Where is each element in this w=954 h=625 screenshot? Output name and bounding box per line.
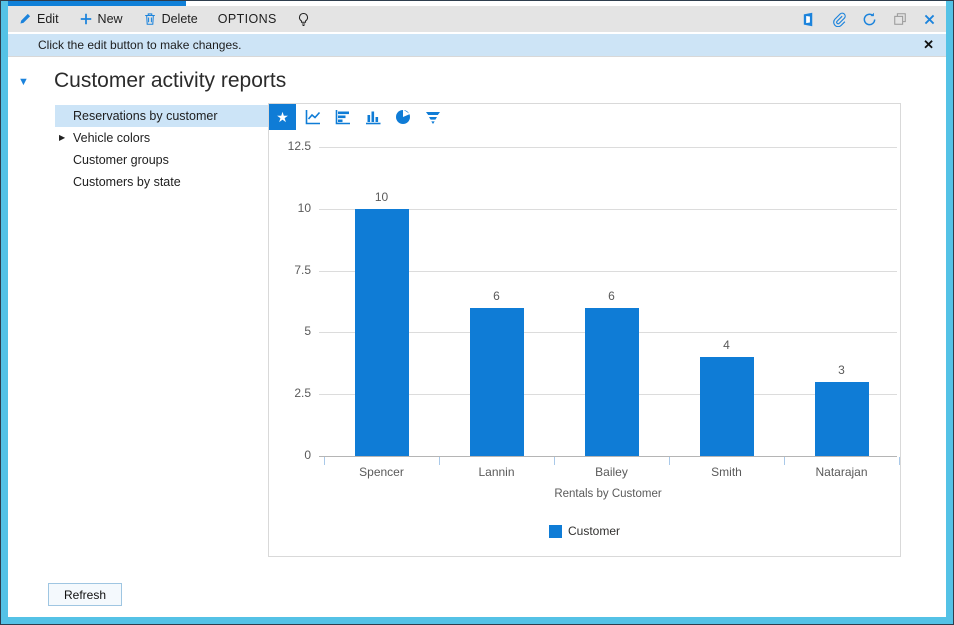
x-axis-category-label: Spencer xyxy=(359,465,404,479)
x-axis-tick xyxy=(439,457,440,465)
x-axis-tick xyxy=(554,457,555,465)
notification-bar: Click the edit button to make changes. ✕ xyxy=(8,34,946,56)
bar-bailey[interactable] xyxy=(584,307,639,456)
filter-icon: ▼ xyxy=(18,76,29,88)
y-axis-tick-label: 12.5 xyxy=(287,139,311,153)
options-button[interactable]: OPTIONS xyxy=(217,12,277,26)
x-axis-category-label: Lannin xyxy=(478,465,515,479)
delete-label: Delete xyxy=(161,12,198,26)
refresh-icon[interactable] xyxy=(862,12,877,27)
x-axis-tick xyxy=(784,457,785,465)
page-title: Customer activity reports xyxy=(54,69,287,92)
edit-button[interactable]: Edit xyxy=(18,12,59,26)
sidebar-item-customer-groups[interactable]: Customer groups xyxy=(55,149,269,171)
delete-button[interactable]: Delete xyxy=(143,12,198,26)
y-axis-tick-label: 7.5 xyxy=(294,262,311,277)
line-chart-icon[interactable] xyxy=(303,107,323,127)
bar-chart-plot: 0 2.5 5 7.5 10 12.5 10 Spencer 6 Lannin 6 Bailey 4 Sm… xyxy=(269,104,900,556)
y-axis-tick-label: 0 xyxy=(304,448,311,462)
divider xyxy=(8,56,946,57)
x-axis-tick xyxy=(324,457,325,465)
refresh-button[interactable]: Refresh xyxy=(48,583,122,606)
gridline xyxy=(319,270,897,272)
gridline xyxy=(319,147,897,148)
sidebar-item-label: Vehicle colors xyxy=(73,131,151,145)
favorite-star-icon[interactable]: ★ xyxy=(269,104,296,130)
notification-close-icon[interactable]: ✕ xyxy=(923,37,934,52)
funnel-chart-icon[interactable] xyxy=(423,107,443,127)
bar-lannin[interactable] xyxy=(469,307,524,456)
new-label: New xyxy=(97,12,123,26)
x-axis-category-label: Natarajan xyxy=(815,465,868,479)
popout-windows-icon[interactable] xyxy=(893,12,907,26)
chart-legend: Customer xyxy=(269,524,900,538)
y-axis-tick-label: 2.5 xyxy=(294,386,311,401)
x-axis-title: Rentals by Customer xyxy=(554,488,662,500)
horizontal-bar-chart-icon[interactable] xyxy=(333,107,353,127)
bar-value-label: 3 xyxy=(838,362,845,377)
progress-accent-strip xyxy=(8,1,186,6)
gridline xyxy=(319,208,897,210)
bar-value-label: 6 xyxy=(493,288,500,303)
lightbulb-icon[interactable] xyxy=(297,12,310,27)
trash-icon xyxy=(143,12,157,26)
x-axis-tick xyxy=(899,457,900,465)
edit-label: Edit xyxy=(37,12,59,26)
y-axis-tick-label: 5 xyxy=(304,324,311,339)
y-axis-tick-label: 10 xyxy=(297,200,311,215)
plus-icon xyxy=(79,12,93,26)
new-button[interactable]: New xyxy=(79,12,123,26)
bar-natarajan[interactable] xyxy=(814,381,869,456)
notification-message: Click the edit button to make changes. xyxy=(38,38,242,52)
x-axis-category-label: Bailey xyxy=(595,465,628,479)
pencil-icon xyxy=(18,12,32,26)
dynamics-logo-icon[interactable] xyxy=(801,12,816,27)
bar-value-label: 6 xyxy=(608,288,615,303)
x-axis-line xyxy=(319,456,897,457)
chart-type-toolbar: ★ xyxy=(269,104,900,130)
attachment-paperclip-icon[interactable] xyxy=(832,12,846,27)
toolbar: Edit New Delete OPTIONS xyxy=(8,6,946,32)
bar-smith[interactable] xyxy=(699,357,754,456)
x-axis-tick xyxy=(669,457,670,465)
sidebar-item-reservations-by-customer[interactable]: Reservations by customer xyxy=(55,105,269,127)
bar-value-label: 4 xyxy=(723,338,730,353)
legend-swatch xyxy=(548,524,562,538)
sidebar-item-label: Customers by state xyxy=(73,175,181,189)
sidebar-item-label: Reservations by customer xyxy=(73,109,218,123)
pie-chart-icon[interactable] xyxy=(393,107,413,127)
legend-label: Customer xyxy=(567,524,620,538)
sidebar-item-label: Customer groups xyxy=(73,153,169,167)
app-content: Edit New Delete OPTIONS xyxy=(8,1,946,617)
report-list: Reservations by customer ▶ Vehicle color… xyxy=(55,105,269,193)
chart-panel: ★ xyxy=(268,103,901,557)
close-window-icon[interactable] xyxy=(923,13,936,26)
bar-spencer[interactable] xyxy=(354,208,409,456)
x-axis-category-label: Smith xyxy=(711,465,742,479)
column-chart-icon[interactable] xyxy=(363,107,383,127)
bar-value-label: 10 xyxy=(374,189,389,204)
expand-arrow-icon[interactable]: ▶ xyxy=(59,133,66,142)
sidebar-item-vehicle-colors[interactable]: ▶ Vehicle colors xyxy=(55,127,269,149)
sidebar-item-customers-by-state[interactable]: Customers by state xyxy=(55,171,269,193)
toolbar-right xyxy=(801,12,936,27)
